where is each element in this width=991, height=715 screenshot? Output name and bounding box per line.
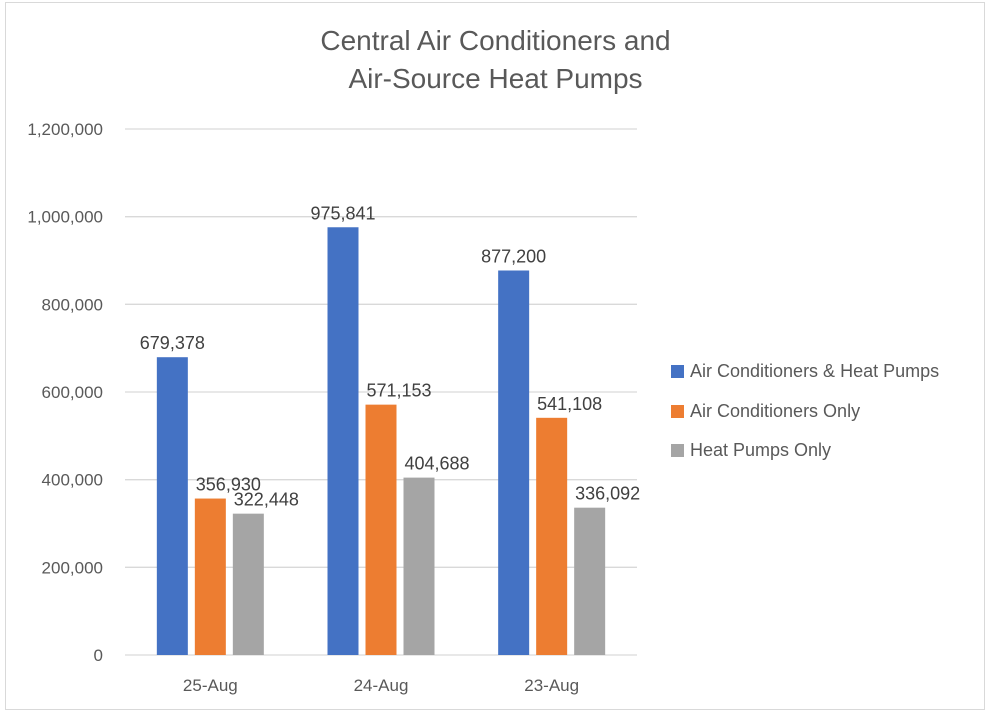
data-label: 404,688: [404, 454, 469, 474]
chart-title-line-1: Central Air Conditioners and: [320, 25, 671, 56]
x-axis-category-labels: 25-Aug 24-Aug 23-Aug: [183, 676, 579, 695]
legend-label: Air Conditioners Only: [690, 400, 861, 421]
data-label: 356,930: [196, 475, 261, 495]
legend: Air Conditioners & Heat Pumps Air Condit…: [671, 352, 939, 471]
x-category-label: 23-Aug: [524, 676, 579, 695]
legend-item-ac-only[interactable]: Air Conditioners Only: [671, 392, 939, 432]
bars: [156, 227, 606, 656]
bar-air-conditioners-heat-pumps-25-aug[interactable]: [156, 357, 188, 655]
data-label: 679,378: [140, 333, 205, 353]
data-label: 975,841: [310, 203, 375, 223]
x-category-label: 25-Aug: [183, 676, 238, 695]
x-category-label: 24-Aug: [354, 676, 409, 695]
data-label: 877,200: [481, 246, 546, 266]
data-label: 571,153: [366, 381, 431, 401]
y-axis-tick-labels: 0 200,000 400,000 600,000 800,000 1,000,000 1,…: [27, 120, 103, 665]
legend-item-ac-and-heat-pumps[interactable]: Air Conditioners & Heat Pumps: [671, 352, 939, 392]
bar-heat-pumps-only-24-aug[interactable]: [403, 477, 435, 655]
y-tick-label: 1,200,000: [27, 120, 103, 139]
bar-air-conditioners-only-24-aug[interactable]: [365, 404, 397, 655]
y-tick-label: 600,000: [42, 383, 103, 402]
bar-air-conditioners-heat-pumps-24-aug[interactable]: [327, 227, 359, 656]
bar-air-conditioners-only-25-aug[interactable]: [194, 498, 226, 655]
legend-swatch-heat-pumps-only: [671, 444, 684, 458]
legend-swatch-ac-only: [671, 404, 684, 418]
y-tick-label: 1,000,000: [27, 208, 103, 227]
y-tick-label: 200,000: [42, 558, 103, 577]
y-tick-label: 0: [94, 646, 103, 665]
bar-air-conditioners-only-23-aug[interactable]: [536, 417, 568, 655]
y-tick-label: 400,000: [42, 471, 103, 490]
legend-item-heat-pumps-only[interactable]: Heat Pumps Only: [671, 431, 939, 471]
legend-swatch-ac-and-heat-pumps: [671, 365, 684, 379]
chart-title-line-2: Air-Source Heat Pumps: [348, 63, 643, 94]
y-tick-label: 800,000: [42, 295, 103, 314]
data-label: 541,108: [537, 394, 602, 414]
chart-title: Central Air Conditioners and Air-Source …: [0, 22, 991, 98]
data-label: 336,092: [575, 484, 640, 504]
bar-air-conditioners-heat-pumps-23-aug[interactable]: [498, 270, 530, 655]
bar-heat-pumps-only-23-aug[interactable]: [574, 507, 606, 655]
data-label: 322,448: [234, 490, 299, 510]
legend-label: Heat Pumps Only: [690, 440, 832, 461]
bar-heat-pumps-only-25-aug[interactable]: [232, 513, 264, 655]
legend-label: Air Conditioners & Heat Pumps: [690, 361, 940, 382]
